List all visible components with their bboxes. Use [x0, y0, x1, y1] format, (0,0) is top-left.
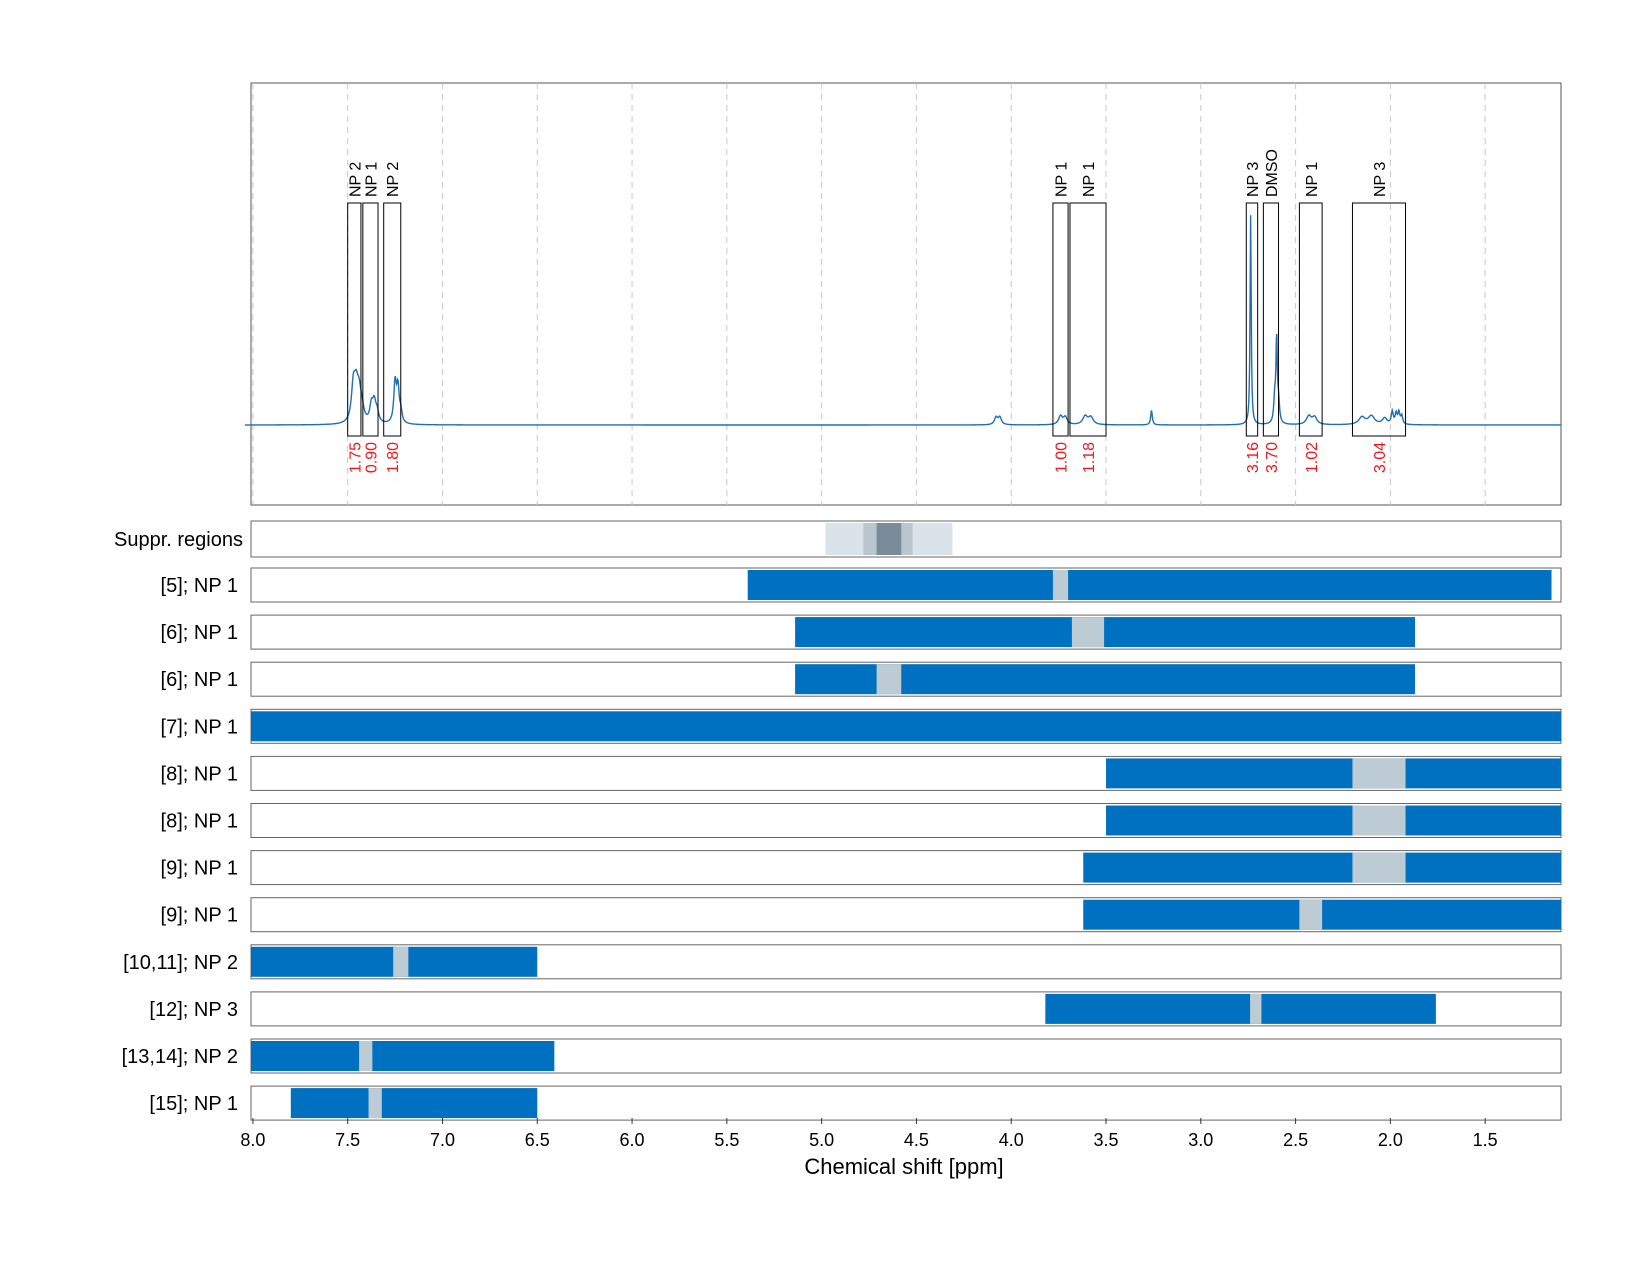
integration-box-7	[1298, 202, 1323, 437]
integration-box-6	[1262, 202, 1280, 437]
track-row-4: [8]; NP 1	[161, 755, 1562, 791]
track-label-7: [9]; NP 1	[161, 905, 238, 927]
track-row-11: [15]; NP 1	[149, 1085, 1562, 1121]
x-tick-label-6: 5.0	[809, 1130, 834, 1150]
spectrum-frame	[250, 82, 1562, 506]
integral-value-7: 1.02	[1304, 442, 1321, 473]
spectrum-panel: NP 2 1.75 NP 1 0.90 NP 2 1.80 NP 1 1.00 NP 1 1.18…	[245, 82, 1562, 506]
track-bar-9	[1045, 993, 1436, 1024]
track-row-6: [9]; NP 1	[161, 850, 1562, 886]
x-tick-label-10: 3.0	[1188, 1130, 1213, 1150]
track-label-3: [7]; NP 1	[161, 716, 238, 738]
suppression-label: Suppr. regions	[114, 529, 243, 551]
integral-value-4: 1.18	[1081, 442, 1098, 473]
x-tick-label-8: 4.0	[999, 1130, 1024, 1150]
x-tick-label-0: 8.0	[240, 1130, 265, 1150]
track-gap-4	[1352, 758, 1406, 789]
integration-box-5	[1245, 202, 1259, 437]
integration-box-8	[1351, 202, 1407, 437]
track-label-10: [13,14]; NP 2	[122, 1046, 238, 1068]
region-label-3: NP 1	[1054, 162, 1071, 197]
track-row-2: [6]; NP 1	[161, 661, 1562, 697]
track-gap-8	[393, 946, 409, 977]
integration-box-0	[347, 202, 362, 437]
x-axis: 8.0 7.5 7.0 6.5 6.0 5.5 5.0 4.5 4.0 3.5 3.0 2.5 2.0 1…	[240, 1118, 1498, 1150]
track-bar-10	[251, 1041, 555, 1071]
x-tick-label-7: 4.5	[904, 1130, 929, 1150]
suppression-panel: Suppr. regions	[114, 520, 1562, 558]
region-label-4: NP 1	[1081, 162, 1098, 197]
track-gap-11	[368, 1088, 382, 1119]
integration-box-2	[383, 202, 402, 437]
track-bar-0	[747, 570, 1552, 600]
integral-value-1: 0.90	[363, 442, 380, 473]
track-row-8: [10,11]; NP 2	[123, 944, 1562, 980]
track-label-1: [6]; NP 1	[161, 622, 238, 644]
track-gap-9	[1250, 993, 1262, 1024]
track-bar-5	[1106, 805, 1561, 836]
track-gap-10	[359, 1041, 373, 1071]
x-tick-label-1: 7.5	[335, 1130, 360, 1150]
track-gap-6	[1352, 852, 1406, 883]
integral-value-8: 3.04	[1372, 442, 1389, 473]
x-tick-label-11: 2.5	[1283, 1130, 1308, 1150]
integral-value-6: 3.70	[1264, 442, 1281, 473]
track-row-0: [5]; NP 1	[161, 567, 1562, 603]
track-label-4: [8]; NP 1	[161, 763, 238, 785]
x-tick-label-3: 6.5	[525, 1130, 550, 1150]
track-label-0: [5]; NP 1	[161, 575, 238, 597]
suppression-band-2	[876, 523, 902, 555]
integration-box-3	[1052, 202, 1069, 437]
track-row-5: [8]; NP 1	[161, 803, 1562, 838]
track-label-5: [8]; NP 1	[161, 811, 238, 833]
track-row-9: [12]; NP 3	[149, 991, 1562, 1027]
track-label-8: [10,11]; NP 2	[123, 952, 238, 974]
x-tick-label-12: 2.0	[1378, 1130, 1403, 1150]
integral-value-5: 3.16	[1245, 442, 1262, 473]
region-label-2: NP 2	[385, 162, 402, 197]
x-tick-label-13: 1.5	[1473, 1130, 1498, 1150]
x-tick-label-4: 6.0	[620, 1130, 645, 1150]
range-tracks: [5]; NP 1 [6]; NP 1 [6]; NP 1 [7]; NP 1 [8];…	[122, 567, 1562, 1121]
integration-box-1	[362, 202, 379, 437]
track-gap-7	[1299, 899, 1323, 930]
track-gap-1	[1071, 617, 1105, 648]
spectrum-line	[251, 215, 1561, 426]
track-row-3: [7]; NP 1	[161, 708, 1562, 744]
x-tick-label-5: 5.5	[714, 1130, 739, 1150]
x-tick-label-2: 7.0	[430, 1130, 455, 1150]
track-label-2: [6]; NP 1	[161, 669, 238, 691]
track-row-7: [9]; NP 1	[161, 897, 1562, 933]
region-label-6: DMSO	[1264, 149, 1281, 197]
region-label-7: NP 1	[1304, 162, 1321, 197]
track-bar-6	[1083, 852, 1561, 883]
region-label-1: NP 1	[363, 162, 380, 197]
integral-value-3: 1.00	[1054, 442, 1071, 473]
track-bar-11	[290, 1088, 538, 1119]
region-label-8: NP 3	[1372, 162, 1389, 197]
track-bar-3	[251, 711, 1561, 742]
track-row-10: [13,14]; NP 2	[122, 1038, 1562, 1074]
track-label-9: [12]; NP 3	[149, 999, 238, 1021]
track-label-6: [9]; NP 1	[161, 858, 238, 880]
integral-value-0: 1.75	[347, 442, 364, 473]
track-gap-5	[1352, 805, 1406, 836]
region-label-5: NP 3	[1245, 162, 1262, 197]
x-axis-label: Chemical shift [ppm]	[804, 1154, 1003, 1179]
track-row-1: [6]; NP 1	[161, 614, 1562, 650]
track-gap-2	[876, 664, 902, 695]
x-tick-label-9: 3.5	[1093, 1130, 1118, 1150]
integral-value-2: 1.80	[385, 442, 402, 473]
track-label-11: [15]; NP 1	[149, 1093, 238, 1115]
track-bar-4	[1106, 758, 1561, 789]
integration-box-4	[1069, 202, 1107, 437]
track-bar-1	[795, 617, 1416, 648]
region-label-0: NP 2	[347, 162, 364, 197]
track-gap-0	[1052, 570, 1069, 600]
